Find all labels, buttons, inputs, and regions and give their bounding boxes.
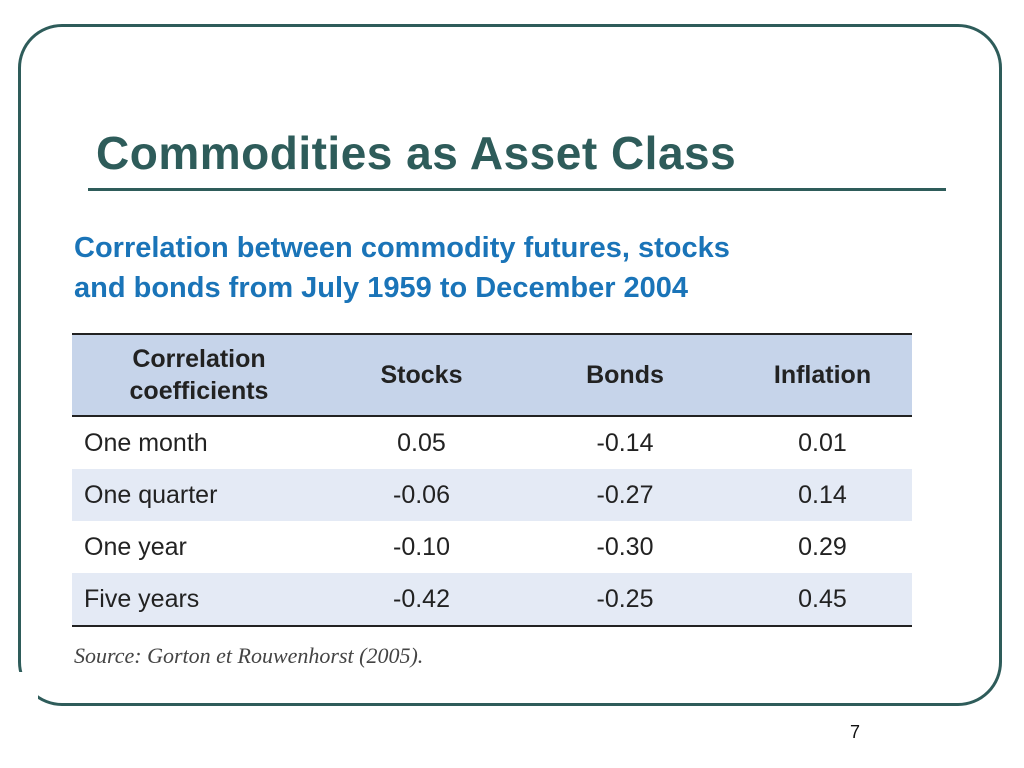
cell-inflation: 0.01 (798, 428, 847, 457)
header-stocks: Stocks (380, 361, 463, 389)
table-row: One quarter -0.06 -0.27 0.14 (72, 469, 912, 521)
row-label: Five years (84, 584, 200, 613)
slide-title: Commodities as Asset Class (96, 127, 737, 179)
table-caption: Correlation between commodity futures, s… (74, 228, 874, 308)
table-row: One month 0.05 -0.14 0.01 (72, 416, 912, 469)
cell-inflation: 0.14 (798, 480, 847, 509)
cell-stocks: -0.42 (393, 584, 450, 613)
cell-stocks: -0.10 (393, 532, 450, 561)
cell-stocks: 0.05 (397, 428, 446, 457)
frame-notch (14, 672, 38, 712)
cell-bonds: -0.27 (596, 480, 654, 509)
slide-frame (18, 24, 1002, 706)
cell-bonds: -0.25 (596, 584, 654, 613)
header-correlation-coefficients: Correlation coefficients (72, 334, 326, 416)
source-citation: Source: Gorton et Rouwenhorst (2005). (74, 643, 424, 668)
cell-bonds: -0.30 (596, 532, 654, 561)
table-row: One year -0.10 -0.30 0.29 (72, 521, 912, 573)
cell-bonds: -0.14 (596, 428, 654, 457)
header-inflation: Inflation (773, 361, 872, 389)
row-label: One year (84, 532, 187, 561)
row-label: One month (84, 428, 208, 457)
header-label-line-1: Correlation (132, 345, 266, 373)
cell-stocks: -0.06 (393, 480, 450, 509)
header-bonds: Bonds (586, 361, 664, 389)
caption-line-2: and bonds from July 1959 to December 200… (74, 272, 689, 304)
caption-line-1: Correlation between commodity futures, s… (74, 232, 730, 264)
table-row: Five years -0.42 -0.25 0.45 (72, 573, 912, 626)
cell-inflation: 0.45 (798, 584, 847, 613)
row-label: One quarter (84, 480, 218, 509)
title-underline (88, 188, 946, 191)
header-label-line-2: coefficients (129, 377, 269, 405)
correlation-table: Correlation coefficients Stocks Bonds In… (72, 333, 912, 627)
page-number: 7 (850, 722, 861, 742)
table-header-row: Correlation coefficients Stocks Bonds In… (72, 334, 912, 416)
cell-inflation: 0.29 (798, 532, 847, 561)
